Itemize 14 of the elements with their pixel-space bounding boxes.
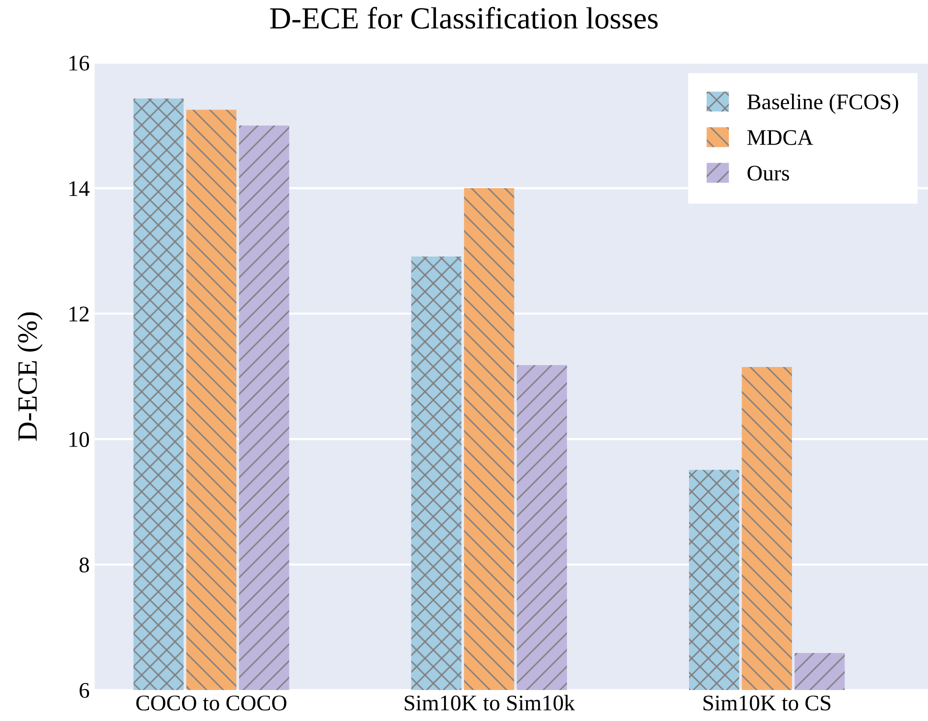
x-tick-label: Sim10K to CS: [704, 696, 830, 710]
y-tick-label: 10: [70, 432, 89, 448]
chart-title: D-ECE for Classification losses: [270, 6, 658, 29]
legend-label: MDCA: [747, 130, 814, 146]
legend-label: Baseline (FCOS): [747, 94, 898, 114]
y-tick-label: 8: [80, 557, 89, 572]
y-tick-label: 14: [70, 181, 90, 196]
x-tick-label: COCO to COCO: [136, 696, 286, 710]
y-tick-label: 6: [80, 682, 90, 698]
y-tick-label: 16: [70, 56, 90, 71]
y-tick-label: 12: [70, 306, 89, 322]
x-tick-label: Sim10K to Sim10k: [404, 694, 575, 710]
legend-label: Ours: [748, 166, 790, 181]
y-axis-title: D-ECE (%): [17, 312, 43, 441]
